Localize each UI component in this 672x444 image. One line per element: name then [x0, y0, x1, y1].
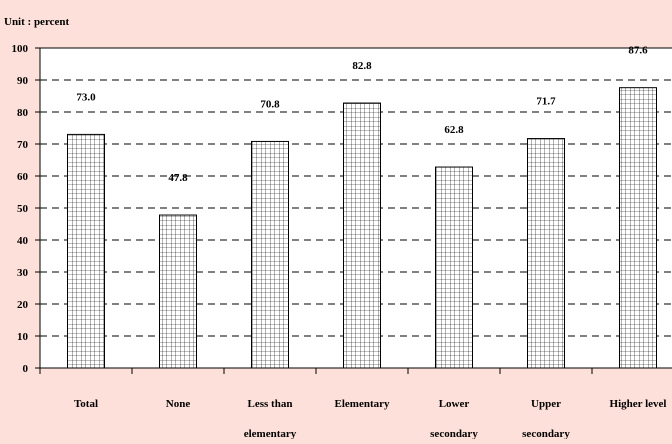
y-tick-label: 60	[17, 171, 29, 183]
category-label: Lower	[439, 398, 470, 410]
category-label: elementary	[244, 428, 297, 439]
category-label: secondary	[522, 428, 570, 439]
y-tick-label: 30	[17, 267, 29, 279]
bar	[67, 133, 105, 369]
category-label: Elementary	[335, 398, 390, 410]
y-tick-label: 70	[17, 139, 29, 151]
category-label: Higher level	[610, 398, 667, 410]
bar-value-label: 62.8	[444, 124, 464, 136]
y-tick-label: 20	[17, 299, 29, 311]
bar	[343, 102, 381, 369]
bar-value-label: 73.0	[76, 91, 96, 103]
bar-value-label: 47.8	[168, 172, 188, 184]
category-label: Less than	[248, 398, 293, 410]
category-label: Upper	[531, 398, 561, 410]
y-tick-label: 40	[17, 235, 29, 247]
y-tick-label: 50	[17, 203, 29, 215]
bar-value-label: 71.7	[536, 96, 556, 108]
y-tick-label: 80	[17, 107, 29, 119]
bar	[435, 166, 473, 369]
labels: 0 10 20 30 40 50 60 70 80 90 100 73.0 Total 47.8 None 7…	[12, 43, 667, 440]
bar	[251, 140, 289, 369]
bar-value-label: 87.6	[628, 45, 648, 57]
bar	[527, 138, 565, 369]
category-label: Total	[74, 398, 98, 410]
y-tick-label: 0	[23, 363, 29, 375]
y-tick-label: 10	[17, 331, 29, 343]
bar-value-label: 70.8	[260, 98, 280, 110]
bar	[619, 87, 657, 369]
y-tick-label: 90	[17, 75, 29, 87]
grid-lines	[40, 79, 672, 337]
bar	[159, 214, 197, 369]
category-label: None	[166, 398, 191, 410]
bar-value-label: 82.8	[352, 60, 372, 72]
category-label: secondary	[430, 428, 478, 439]
unit-label: Unit : percent	[4, 16, 70, 28]
bars	[67, 87, 657, 369]
y-tick-label: 100	[12, 43, 29, 55]
